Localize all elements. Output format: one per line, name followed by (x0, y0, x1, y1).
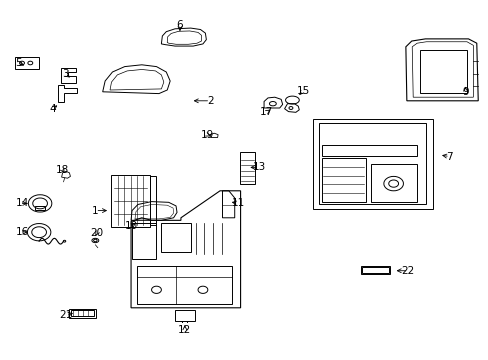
Text: 14: 14 (15, 198, 29, 208)
Text: 21: 21 (59, 310, 73, 320)
Text: 6: 6 (176, 20, 183, 30)
Text: 22: 22 (401, 266, 414, 276)
Text: 2: 2 (206, 96, 213, 106)
Text: 10: 10 (124, 221, 137, 231)
Text: 20: 20 (90, 228, 103, 238)
Text: 12: 12 (178, 325, 191, 336)
Text: 16: 16 (15, 227, 29, 237)
Text: 15: 15 (296, 86, 309, 96)
Text: 13: 13 (252, 162, 265, 172)
Text: 7: 7 (446, 152, 452, 162)
Text: 5: 5 (15, 58, 22, 68)
Text: 9: 9 (461, 87, 468, 97)
Text: 3: 3 (61, 69, 68, 79)
Text: 11: 11 (231, 198, 245, 208)
Text: 18: 18 (56, 165, 69, 175)
Text: 19: 19 (201, 130, 214, 140)
Text: 17: 17 (259, 107, 273, 117)
Text: 4: 4 (49, 104, 56, 114)
Text: 1: 1 (92, 206, 99, 216)
